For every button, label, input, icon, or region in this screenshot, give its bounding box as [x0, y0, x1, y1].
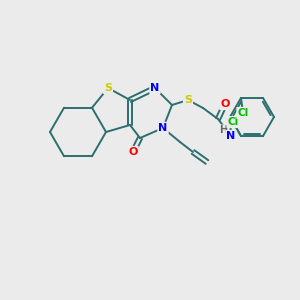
Text: O: O — [220, 99, 230, 109]
Text: O: O — [128, 147, 138, 157]
Text: N: N — [150, 83, 160, 93]
Text: S: S — [184, 95, 192, 105]
Text: N: N — [226, 131, 236, 141]
Text: H: H — [219, 125, 227, 135]
Text: Cl: Cl — [227, 117, 239, 127]
Text: S: S — [104, 83, 112, 93]
Text: Cl: Cl — [237, 108, 249, 118]
Text: N: N — [158, 123, 168, 133]
